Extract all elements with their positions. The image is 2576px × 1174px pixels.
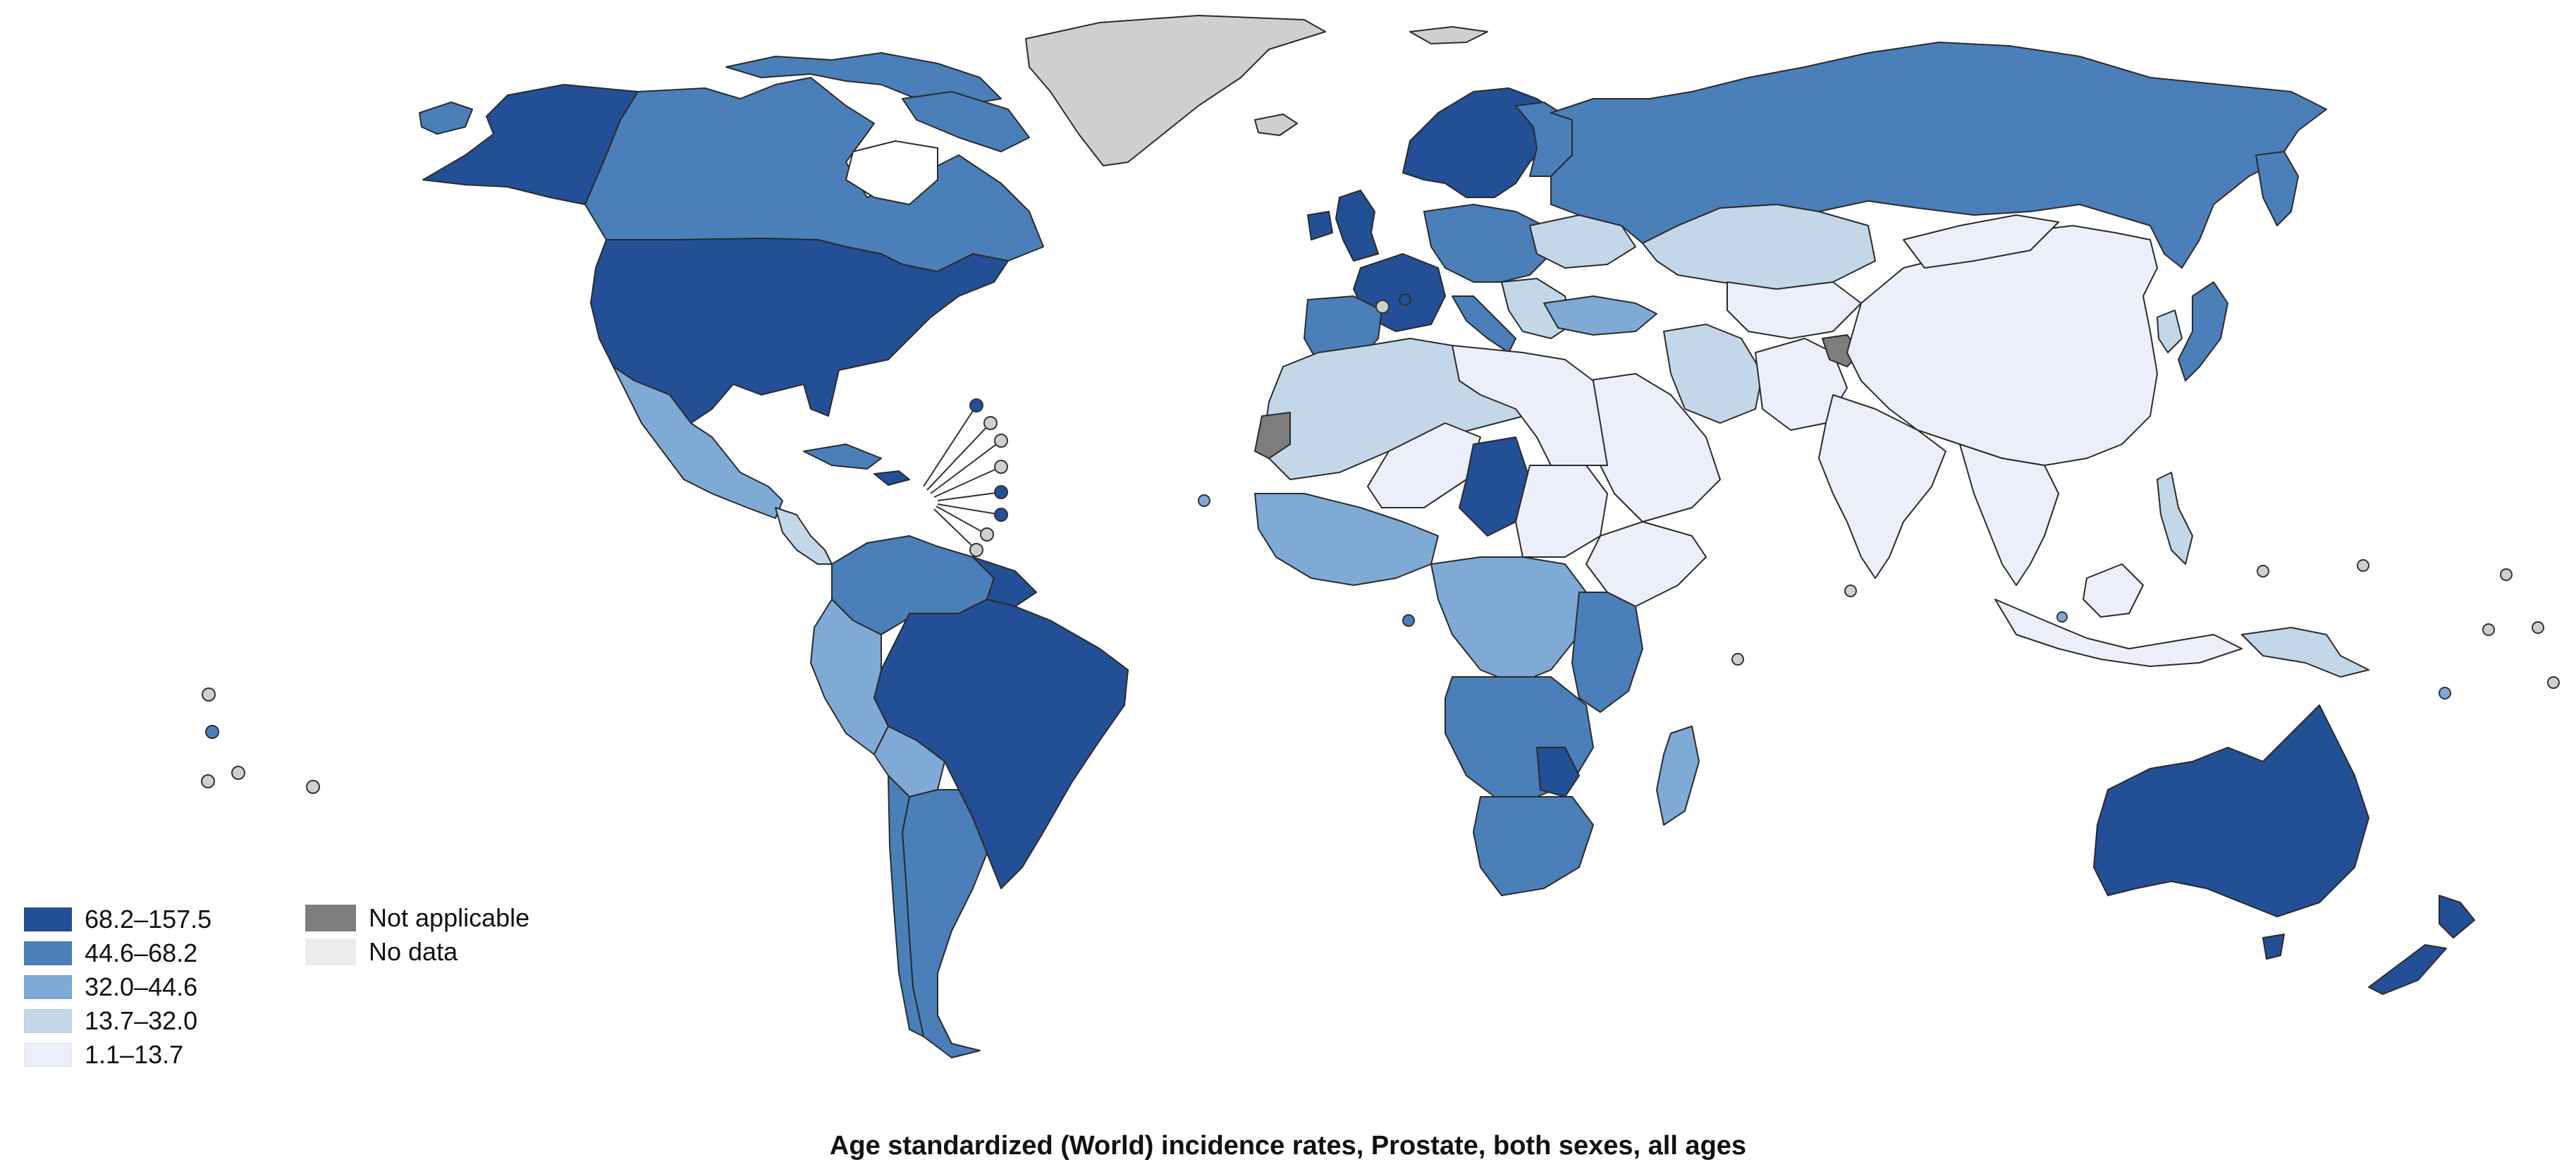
- region-sahel: [1367, 422, 1481, 508]
- region-central-america: [775, 507, 833, 565]
- island-marker: [306, 780, 320, 794]
- region-philippines: [2157, 472, 2193, 565]
- region-baffin: [902, 91, 1030, 152]
- island-marker: [1375, 300, 1390, 314]
- legend-item: 13.7–32.0: [24, 1006, 197, 1036]
- island-marker: [205, 725, 219, 739]
- region-cuba: [803, 444, 882, 470]
- region-horn-africa: [1586, 521, 1707, 607]
- region-guianas: [972, 556, 1037, 607]
- legend-swatch: [24, 907, 72, 931]
- legend-label: No data: [369, 937, 458, 966]
- legend-swatch: [305, 905, 356, 931]
- hudson-bay: [845, 140, 938, 206]
- legend-label: 68.2–157.5: [85, 905, 212, 934]
- legend-item: 68.2–157.5: [24, 905, 211, 934]
- island-marker: [2532, 621, 2544, 634]
- region-central-europe: [1423, 204, 1552, 283]
- region-chile: [888, 775, 924, 1037]
- region-madagascar: [1656, 726, 1700, 826]
- island-marker: [980, 527, 994, 542]
- region-chad: [1459, 436, 1531, 537]
- region-india: [1818, 394, 1946, 579]
- region-hispaniola: [873, 470, 910, 486]
- legend-label: 13.7–32.0: [85, 1006, 198, 1035]
- island-marker: [969, 543, 983, 557]
- region-kamchatka: [2255, 151, 2299, 226]
- island-marker: [2257, 565, 2269, 577]
- region-mongolia: [1903, 214, 2059, 269]
- region-korea: [2157, 310, 2183, 353]
- region-iran: [1663, 324, 1763, 424]
- island-marker: [994, 434, 1008, 448]
- legend-item: 32.0–44.6: [24, 972, 197, 1002]
- island-marker: [231, 766, 245, 780]
- region-south-africa: [1473, 796, 1594, 896]
- island-marker: [1399, 293, 1411, 306]
- island-marker: [1198, 494, 1210, 507]
- region-sudan: [1515, 465, 1608, 558]
- legend-label: 1.1–13.7: [85, 1040, 184, 1069]
- legend-swatch: [305, 938, 356, 965]
- island-marker: [994, 485, 1008, 499]
- island-marker: [994, 460, 1008, 474]
- island-marker: [1402, 614, 1415, 627]
- region-italy: [1452, 295, 1516, 353]
- legend-swatch: [24, 1043, 72, 1067]
- legend-item: Not applicable: [305, 903, 529, 933]
- legend-swatch: [24, 941, 72, 965]
- island-marker: [1844, 585, 1857, 597]
- region-central-africa: [1430, 556, 1587, 685]
- region-iceland: [1254, 114, 1298, 136]
- region-uk: [1335, 190, 1379, 262]
- region-japan: [2178, 281, 2228, 381]
- island-marker: [2482, 623, 2495, 636]
- island-marker: [994, 508, 1008, 522]
- region-tasmania: [2262, 934, 2285, 960]
- caribbean-leaders: [923, 405, 1002, 551]
- region-kazakhstan: [1642, 204, 1876, 290]
- legend-swatch: [24, 1009, 72, 1033]
- legend-swatch: [24, 975, 72, 999]
- region-svalbard: [1409, 26, 1488, 44]
- region-greenland: [1025, 15, 1326, 166]
- legend-item: No data: [305, 937, 458, 967]
- region-alaska-west: [419, 102, 473, 135]
- map-title: Age standardized (World) incidence rates…: [829, 1131, 1747, 1161]
- region-papua: [2241, 627, 2369, 678]
- region-new-zealand-south: [2368, 944, 2447, 995]
- region-east-africa: [1571, 592, 1643, 713]
- region-central-asia: [1726, 281, 1862, 339]
- region-indonesia: [1994, 599, 2243, 667]
- legend-item: 1.1–13.7: [24, 1040, 183, 1070]
- island-marker: [202, 687, 216, 702]
- island-marker: [2056, 611, 2068, 623]
- region-balkans: [1501, 278, 1573, 339]
- region-new-zealand-north: [2439, 895, 2475, 938]
- island-marker: [2547, 676, 2560, 689]
- island-marker: [2357, 559, 2369, 572]
- region-ireland: [1307, 211, 1333, 240]
- region-west-africa: [1254, 493, 1439, 586]
- region-southeast-asia: [1959, 444, 2059, 586]
- island-marker: [969, 398, 983, 412]
- region-russia: [1550, 42, 2327, 269]
- legend-label: 32.0–44.6: [85, 972, 198, 1001]
- region-zimbabwe: [1536, 747, 1580, 797]
- island-marker: [201, 774, 215, 788]
- island-marker: [2439, 687, 2451, 699]
- legend-item: 44.6–68.2: [24, 938, 197, 968]
- legend-label: 44.6–68.2: [85, 938, 198, 967]
- island-marker: [983, 416, 998, 430]
- legend-label: Not applicable: [369, 903, 530, 932]
- region-turkey: [1543, 295, 1657, 336]
- island-marker: [1731, 653, 1744, 666]
- region-borneo: [2083, 563, 2144, 618]
- island-markers: [201, 293, 2560, 794]
- region-western-sahara: [1254, 412, 1291, 459]
- island-marker: [2500, 568, 2513, 581]
- region-australia: [2093, 704, 2369, 917]
